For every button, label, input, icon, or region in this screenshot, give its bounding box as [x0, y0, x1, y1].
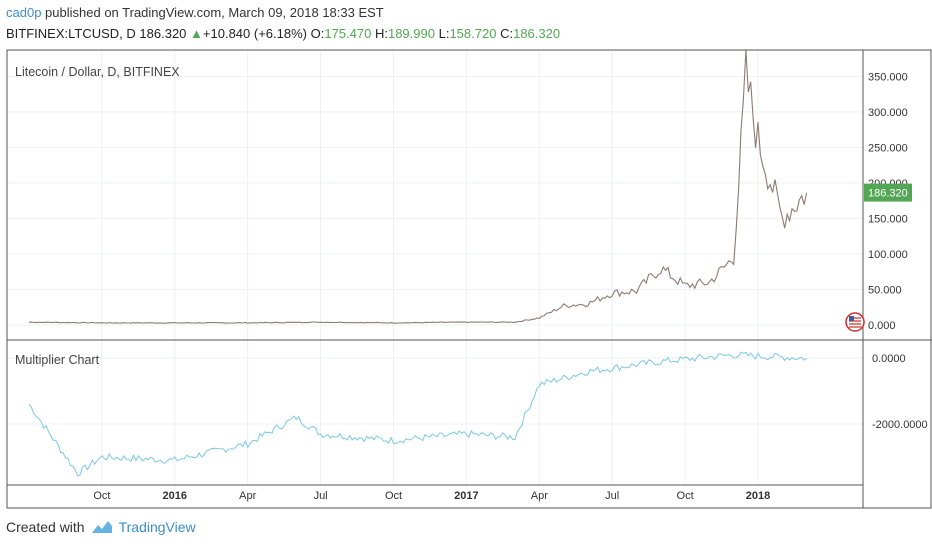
last-price: 186.320	[139, 26, 187, 41]
grid-layer	[7, 50, 863, 485]
price-tick-label: 350.000	[868, 71, 908, 83]
multiplier-series-line	[28, 351, 807, 477]
symbol-name: BITFINEX:LTCUSD, D	[6, 26, 136, 41]
low-value: 158.720	[449, 26, 497, 41]
price-tick-label: 150.000	[868, 213, 908, 225]
change-up-icon: ▲	[190, 26, 203, 41]
open-value: 175.470	[324, 26, 372, 41]
symbol-info-line: BITFINEX:LTCUSD, D 186.320 ▲+10.840 (+6.…	[6, 26, 560, 41]
x-tick-label: 2018	[746, 490, 770, 502]
price-tick-label: 50.000	[868, 284, 902, 296]
x-tick-label: Oct	[93, 490, 110, 502]
price-pane-title: Litecoin / Dollar, D, BITFINEX	[15, 65, 180, 79]
x-tick-label: Oct	[385, 490, 402, 502]
created-with-text: Created with	[6, 519, 85, 535]
close-label: C:	[500, 26, 514, 41]
price-tick-label: 100.000	[868, 249, 908, 261]
multiplier-pane-title: Multiplier Chart	[15, 353, 100, 367]
x-tick-label: Jul	[314, 490, 328, 502]
price-tick-label: 300.000	[868, 107, 908, 119]
mult-tick-label: 0.0000	[872, 353, 906, 365]
low-label: L:	[438, 26, 450, 41]
publish-text: published on TradingView.com, March 09, …	[45, 5, 384, 20]
price-tick-label: 250.000	[868, 142, 908, 154]
last-price-badge-label: 186.320	[868, 188, 908, 200]
x-tick-label: Apr	[531, 490, 548, 502]
label-layer: 350.000300.000250.000200.000150.000100.0…	[15, 65, 928, 502]
last-price-badge	[864, 183, 912, 202]
footer: Created with TradingView	[6, 519, 196, 535]
price-series-line	[28, 49, 808, 324]
outer-frame	[6, 49, 932, 509]
price-tick-label: 0.000	[868, 320, 896, 332]
x-tick-label: Apr	[239, 490, 256, 502]
series-layer	[28, 49, 808, 477]
us-flag-icon	[845, 312, 865, 332]
high-value: 189.990	[387, 26, 435, 41]
flag-canton	[849, 316, 854, 321]
high-label: H:	[374, 26, 388, 41]
frame-layer	[6, 49, 932, 509]
open-label: O:	[310, 26, 325, 41]
x-tick-label: Jul	[605, 490, 619, 502]
price-change: +10.840 (+6.18%)	[202, 26, 307, 41]
close-value: 186.320	[513, 26, 561, 41]
plot-frame	[6, 49, 864, 486]
author-link[interactable]: cad0p	[6, 5, 42, 20]
tradingview-logo-icon	[91, 521, 112, 533]
tradingview-brand-link[interactable]: TradingView	[118, 519, 196, 535]
publish-info: cad0p published on TradingView.com, Marc…	[6, 5, 384, 20]
mult-tick-label: -2000.0000	[872, 419, 928, 431]
x-tick-label: 2016	[163, 490, 187, 502]
x-tick-label: 2017	[454, 490, 478, 502]
x-tick-label: Oct	[677, 490, 694, 502]
